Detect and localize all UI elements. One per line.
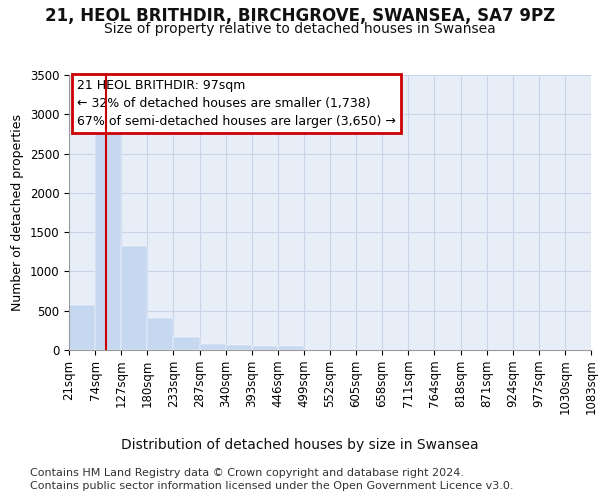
Text: 21, HEOL BRITHDIR, BIRCHGROVE, SWANSEA, SA7 9PZ: 21, HEOL BRITHDIR, BIRCHGROVE, SWANSEA, …	[45, 8, 555, 26]
Bar	[200, 344, 226, 350]
Y-axis label: Number of detached properties: Number of detached properties	[11, 114, 24, 311]
Bar	[278, 346, 304, 350]
Bar	[252, 346, 278, 350]
Bar	[173, 338, 200, 350]
Text: Contains public sector information licensed under the Open Government Licence v3: Contains public sector information licen…	[30, 481, 514, 491]
Bar	[147, 318, 173, 350]
Text: 21 HEOL BRITHDIR: 97sqm
← 32% of detached houses are smaller (1,738)
67% of semi: 21 HEOL BRITHDIR: 97sqm ← 32% of detache…	[77, 79, 396, 128]
Text: Distribution of detached houses by size in Swansea: Distribution of detached houses by size …	[121, 438, 479, 452]
Text: Contains HM Land Registry data © Crown copyright and database right 2024.: Contains HM Land Registry data © Crown c…	[30, 468, 464, 477]
Bar	[121, 246, 147, 350]
Bar	[95, 122, 121, 350]
Bar	[69, 305, 95, 350]
Text: Size of property relative to detached houses in Swansea: Size of property relative to detached ho…	[104, 22, 496, 36]
Bar	[226, 346, 252, 350]
